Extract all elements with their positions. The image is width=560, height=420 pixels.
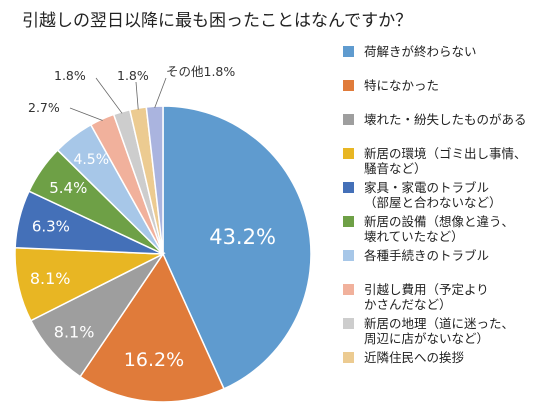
slice-label: 4.5% [73,152,109,168]
legend-label: 近隣住民への挨拶 [364,350,465,365]
legend-label: 特になかった [364,78,440,93]
legend-item: 壊れた・紛失したものがある [343,112,555,146]
legend-item: 各種手続きのトラブル [343,248,555,282]
legend-label: 家具・家電のトラブル （部屋と合わないなど） [364,180,502,210]
legend-item: 特になかった [343,78,555,112]
legend-label: 新居の環境（ゴミ出し事情、 騒音など） [364,146,527,176]
pie-slice [145,105,164,255]
legend-label: 壊れた・紛失したものがある [364,112,527,127]
legend: 荷解きが終わらない 特になかった壊れた・紛失したものがある新居の環境（ゴミ出し事情… [343,44,555,384]
slice-label: 6.3% [32,217,70,235]
slice-label: 5.4% [49,179,87,197]
legend-label: 各種手続きのトラブル [364,248,490,263]
legend-label: 引越し費用（予定より かさんだなど） [364,282,489,312]
leader-line [135,81,139,110]
pie-slice [79,252,225,403]
legend-item: 荷解きが終わらない [343,44,555,78]
pie-slice [162,105,312,390]
slice-label: 43.2% [209,225,276,249]
slice-label: 8.1% [54,323,95,342]
legend-swatch [343,352,354,363]
legend-swatch [343,284,354,295]
legend-swatch [343,80,354,91]
slice-label: 2.7% [28,100,60,115]
legend-swatch [343,114,354,125]
legend-swatch [343,318,354,329]
leader-line [69,107,103,121]
legend-item: 近隣住民への挨拶 [343,350,555,384]
slice-label: その他1.8% [166,64,235,79]
legend-item: 新居の環境（ゴミ出し事情、 騒音など） [343,146,555,180]
leader-line [154,77,167,108]
legend-swatch [343,148,354,159]
legend-label: 荷解きが終わらない [364,44,477,59]
slice-label: 1.8% [54,68,86,83]
legend-swatch [343,46,354,57]
chart-title: 引越しの翌日以降に最も困ったことはなんですか？ [22,11,413,31]
legend-item: 新居の地理（道に迷った、 周辺に店がないなど） [343,316,555,350]
leader-line [95,77,123,114]
slice-label: 8.1% [30,269,71,288]
legend-swatch [343,216,354,227]
legend-swatch [343,182,354,193]
legend-item: 新居の設備（想像と違う、 壊れていたなど） [343,214,555,248]
slice-label: 1.8% [117,68,149,83]
legend-item: 家具・家電のトラブル （部屋と合わないなど） [343,180,555,214]
legend-label: 新居の設備（想像と違う、 壊れていたなど） [364,214,515,244]
slice-label: 16.2% [124,349,184,371]
legend-item: 引越し費用（予定より かさんだなど） [343,282,555,316]
legend-label: 新居の地理（道に迷った、 周辺に店がないなど） [364,316,515,346]
legend-swatch [343,250,354,261]
